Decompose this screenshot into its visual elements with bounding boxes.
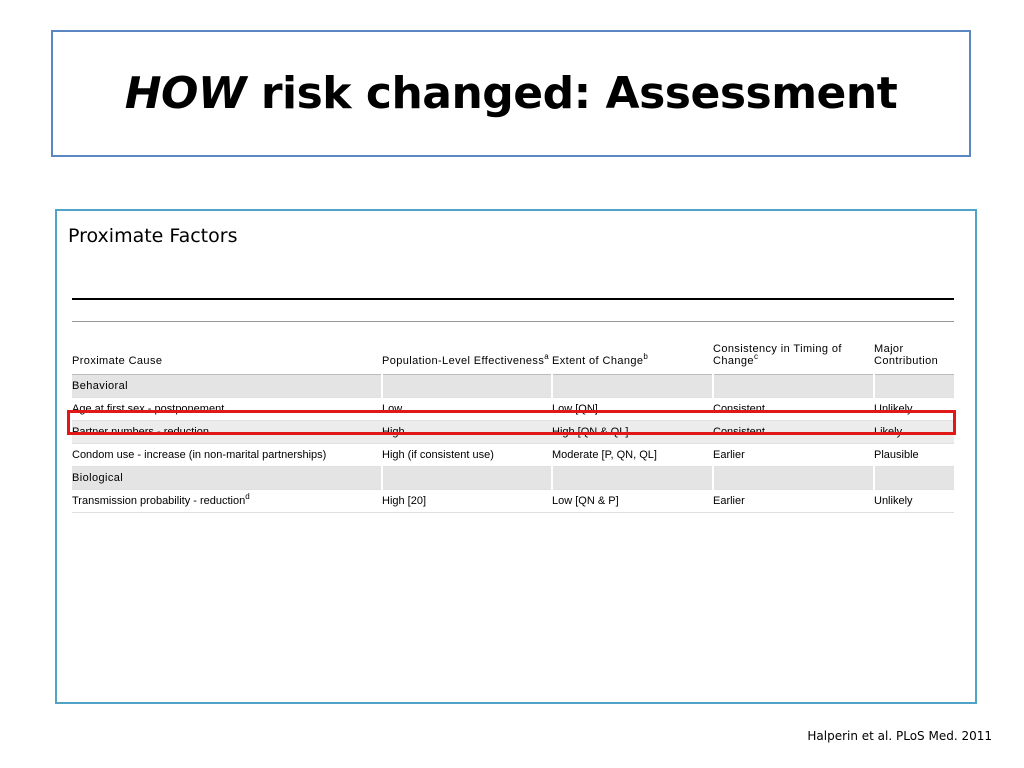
header-text: Proximate Cause [72,355,163,367]
header-text: Consistency in Timing of Change [713,343,842,367]
slide-title: HOW risk changed: Assessment [125,68,898,119]
header-text: Population-Level Effectiveness [382,355,545,367]
cell-cause: Condom use - increase (in non-marital pa… [72,443,382,467]
cell-cause: Partner numbers - reduction [72,420,382,444]
assessment-table: Proximate Cause Population-Level Effecti… [72,321,954,513]
group-label: Biological [72,466,382,490]
title-text: risk changed: Assessment [246,68,898,119]
cell-cause: Transmission probability - reductiond [72,489,382,513]
header-text: Extent of Change [552,355,644,367]
group-label: Behavioral [72,374,382,398]
cell-contribution: Likely [874,420,954,444]
subheading: Proximate Factors [68,225,238,247]
cell-extent: Low [QN] [552,397,713,421]
cell-effectiveness: High [382,420,552,444]
cell-cause-sup: d [245,492,250,501]
table-header-row: Proximate Cause Population-Level Effecti… [72,321,954,375]
title-box: HOW risk changed: Assessment [51,30,971,157]
table-row: Transmission probability - reductiond Hi… [72,489,954,513]
cell-effectiveness: Low [382,397,552,421]
citation: Halperin et al. PLoS Med. 2011 [807,729,992,743]
cell-cause-text: Transmission probability - reduction [72,495,246,507]
cell-effectiveness: High (if consistent use) [382,443,552,467]
cell-extent: Moderate [P, QN, QL] [552,443,713,467]
cell-extent: High [QN & QL] [552,420,713,444]
header-sup: b [643,352,649,361]
table-row: Age at first sex - postponement Low Low … [72,397,954,421]
title-emphasis: HOW [124,68,247,119]
group-row-behavioral: Behavioral [72,374,954,398]
cell-contribution: Plausible [874,443,954,467]
group-row-biological: Biological [72,466,954,490]
cell-timing: Consistent [713,420,874,444]
cell-contribution: Unlikely [874,397,954,421]
header-extent: Extent of Changeb [552,321,713,375]
table-row: Condom use - increase (in non-marital pa… [72,443,954,467]
header-proximate-cause: Proximate Cause [72,321,382,375]
header-sup: a [544,352,550,361]
cell-timing: Consistent [713,397,874,421]
table-top-rule [72,298,954,300]
cell-timing: Earlier [713,443,874,467]
cell-effectiveness: High [20] [382,489,552,513]
cell-timing: Earlier [713,489,874,513]
header-sup: c [753,352,759,361]
content-box: Proximate Factors Proximate Cause Popula… [55,209,977,704]
header-contribution: Major Contribution [874,321,954,375]
cell-cause: Age at first sex - postponement [72,397,382,421]
table-row-highlighted: Partner numbers - reduction High High [Q… [72,420,954,444]
cell-contribution: Unlikely [874,489,954,513]
header-text: Major Contribution [874,343,939,367]
header-effectiveness: Population-Level Effectivenessa [382,321,552,375]
cell-extent: Low [QN & P] [552,489,713,513]
header-timing: Consistency in Timing of Changec [713,321,874,375]
